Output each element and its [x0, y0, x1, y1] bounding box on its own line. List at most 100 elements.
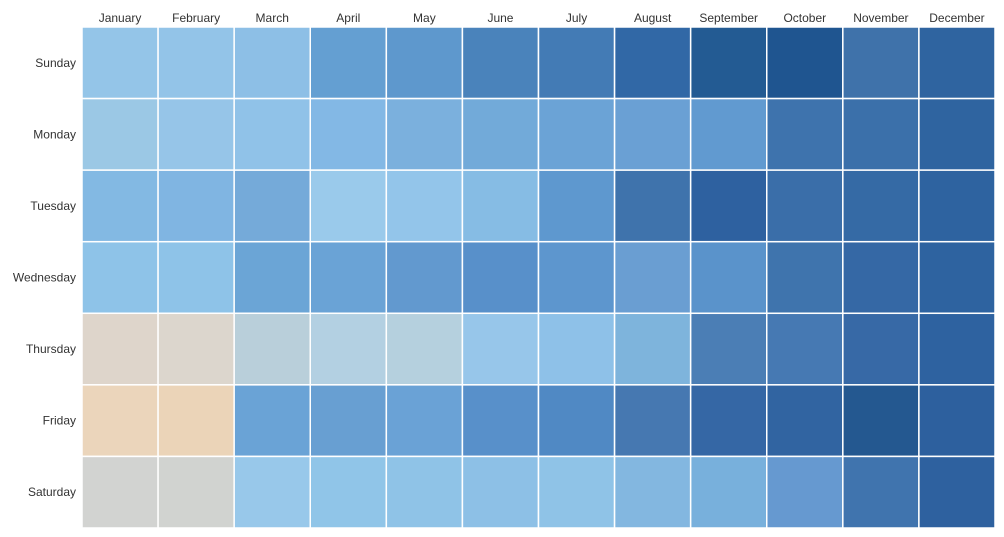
heatmap-cell-saturday-september: [689, 455, 768, 529]
heatmap-cell-sunday-may: [385, 26, 464, 100]
heatmap-cell-sunday-june: [461, 26, 540, 100]
heatmap-cell-saturday-january: [81, 455, 159, 529]
heatmap-cell-monday-april: [309, 97, 388, 171]
heatmap-cell-monday-november: [842, 97, 920, 171]
heatmap-cell-sunday-september: [689, 26, 768, 100]
heatmap-cell-friday-march: [233, 384, 312, 458]
heatmap-cell-tuesday-may: [385, 169, 464, 243]
heatmap-cell-wednesday-september: [689, 240, 768, 315]
heatmap-cell-friday-april: [309, 384, 388, 458]
heatmap-cell-friday-july: [537, 384, 616, 458]
heatmap-cell-friday-november: [842, 384, 920, 458]
heatmap-cell-thursday-october: [766, 312, 844, 386]
heatmap-cell-friday-august: [613, 384, 692, 458]
heatmap-cell-thursday-january: [81, 312, 159, 386]
heatmap-cell-thursday-february: [157, 312, 235, 386]
heatmap-cell-tuesday-november: [842, 169, 920, 243]
heatmap-cell-thursday-november: [842, 312, 920, 386]
heatmap-cell-monday-january: [81, 97, 159, 171]
heatmap-cell-friday-september: [689, 384, 768, 458]
heatmap-cell-sunday-october: [766, 26, 844, 100]
heatmap-cell-wednesday-january: [81, 240, 159, 315]
heatmap-cell-wednesday-december: [918, 240, 996, 315]
heatmap-cell-sunday-april: [309, 26, 388, 100]
heatmap-cells: [81, 26, 996, 529]
heatmap-cell-thursday-june: [461, 312, 540, 386]
month-label-december: December: [929, 11, 984, 25]
heatmap-cell-tuesday-october: [766, 169, 844, 243]
heatmap-cell-tuesday-june: [461, 169, 540, 243]
month-label-september: September: [699, 11, 758, 25]
heatmap-cell-friday-january: [81, 384, 159, 458]
heatmap-cell-wednesday-october: [766, 240, 844, 315]
heatmap-cell-friday-december: [918, 384, 996, 458]
heatmap-cell-tuesday-april: [309, 169, 388, 243]
month-label-january: January: [99, 11, 142, 25]
heatmap-cell-tuesday-july: [537, 169, 616, 243]
month-label-may: May: [413, 11, 436, 25]
heatmap-cell-monday-february: [157, 97, 235, 171]
heatmap-cell-wednesday-november: [842, 240, 920, 315]
heatmap-cell-sunday-november: [842, 26, 920, 100]
heatmap-cell-saturday-april: [309, 455, 388, 529]
heatmap-cell-friday-may: [385, 384, 464, 458]
day-label-wednesday: Wednesday: [13, 271, 76, 285]
heatmap-cell-sunday-january: [81, 26, 159, 100]
heatmap-cell-tuesday-december: [918, 169, 996, 243]
heatmap-cell-sunday-august: [613, 26, 692, 100]
heatmap-cell-saturday-march: [233, 455, 312, 529]
heatmap-cell-friday-june: [461, 384, 540, 458]
heatmap-cell-monday-september: [689, 97, 768, 171]
heatmap-cell-sunday-december: [918, 26, 996, 100]
heatmap-cell-thursday-march: [233, 312, 312, 386]
month-label-october: October: [783, 11, 826, 25]
heatmap-cell-thursday-december: [918, 312, 996, 386]
day-label-friday: Friday: [43, 414, 76, 428]
heatmap-cell-wednesday-august: [613, 240, 692, 315]
heatmap-cell-monday-august: [613, 97, 692, 171]
heatmap-cell-wednesday-june: [461, 240, 540, 315]
heatmap-cell-wednesday-july: [537, 240, 616, 315]
heatmap-cell-wednesday-march: [233, 240, 312, 315]
month-label-february: February: [172, 11, 220, 25]
month-label-june: June: [487, 11, 513, 25]
heatmap-cell-saturday-june: [461, 455, 540, 529]
heatmap-cell-sunday-july: [537, 26, 616, 100]
heatmap-cell-sunday-february: [157, 26, 235, 100]
heatmap-cell-monday-may: [385, 97, 464, 171]
month-label-march: March: [256, 11, 289, 25]
month-label-november: November: [853, 11, 908, 25]
day-label-saturday: Saturday: [28, 485, 76, 499]
heatmap-cell-tuesday-february: [157, 169, 235, 243]
heatmap-cell-tuesday-august: [613, 169, 692, 243]
heatmap-cell-thursday-may: [385, 312, 464, 386]
day-label-sunday: Sunday: [35, 56, 76, 70]
heatmap-cell-thursday-april: [309, 312, 388, 386]
day-label-tuesday: Tuesday: [30, 199, 76, 213]
month-labels: January February March April May June July Augu…: [99, 11, 985, 25]
heatmap-cell-tuesday-september: [689, 169, 768, 243]
heatmap-cell-wednesday-may: [385, 240, 464, 315]
heatmap-cell-sunday-march: [233, 26, 312, 100]
heatmap-cell-tuesday-january: [81, 169, 159, 243]
heatmap-cell-saturday-august: [613, 455, 692, 529]
month-label-august: August: [634, 11, 672, 25]
heatmap-cell-saturday-may: [385, 455, 464, 529]
heatmap-cell-thursday-july: [537, 312, 616, 386]
heatmap-cell-friday-october: [766, 384, 844, 458]
heatmap-cell-wednesday-april: [309, 240, 388, 315]
day-label-thursday: Thursday: [26, 342, 76, 356]
heatmap-cell-saturday-july: [537, 455, 616, 529]
heatmap-cell-monday-july: [537, 97, 616, 171]
heatmap-cell-saturday-february: [157, 455, 235, 529]
heatmap-cell-monday-june: [461, 97, 540, 171]
day-labels: Sunday Monday Tuesday Wednesday Thursday Frid…: [13, 56, 76, 499]
day-label-monday: Monday: [33, 127, 76, 141]
heatmap-cell-saturday-december: [918, 455, 996, 529]
heatmap-cell-saturday-november: [842, 455, 920, 529]
heatmap-cell-thursday-august: [613, 312, 692, 386]
heatmap-cell-monday-march: [233, 97, 312, 171]
heatmap-cell-thursday-september: [689, 312, 768, 386]
heatmap-cell-monday-december: [918, 97, 996, 171]
